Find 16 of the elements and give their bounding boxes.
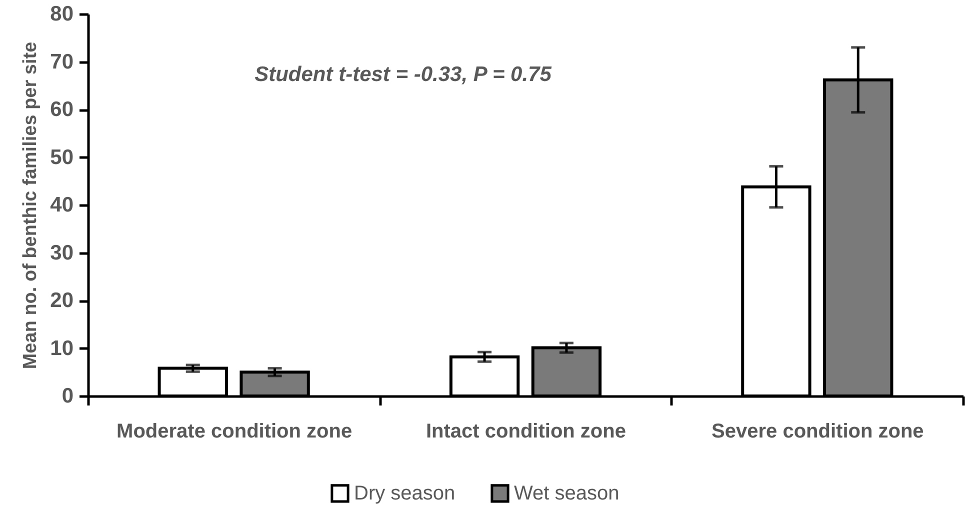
y-tick-label: 20	[50, 289, 74, 312]
x-tick-label: Moderate condition zone	[116, 420, 352, 442]
y-tick-label: 40	[50, 194, 74, 216]
y-tick-label: 60	[50, 98, 74, 121]
y-axis-title: Mean no. of benthic families per site	[20, 42, 42, 370]
y-tick-label: 10	[50, 336, 74, 360]
y-tick-label: 0	[62, 384, 74, 408]
y-tick-label: 50	[50, 146, 74, 169]
y-tick-label: 70	[50, 50, 74, 74]
legend-label: Wet season	[514, 482, 620, 504]
annotation: Student t-test = -0.33, P = 0.75	[254, 63, 552, 86]
x-tick-label: Severe condition zone	[712, 420, 924, 442]
legend-label: Dry season	[354, 482, 456, 504]
y-tick-label: 30	[50, 241, 74, 264]
y-tick-label: 80	[50, 2, 74, 26]
x-tick-label: Intact condition zone	[426, 420, 626, 442]
